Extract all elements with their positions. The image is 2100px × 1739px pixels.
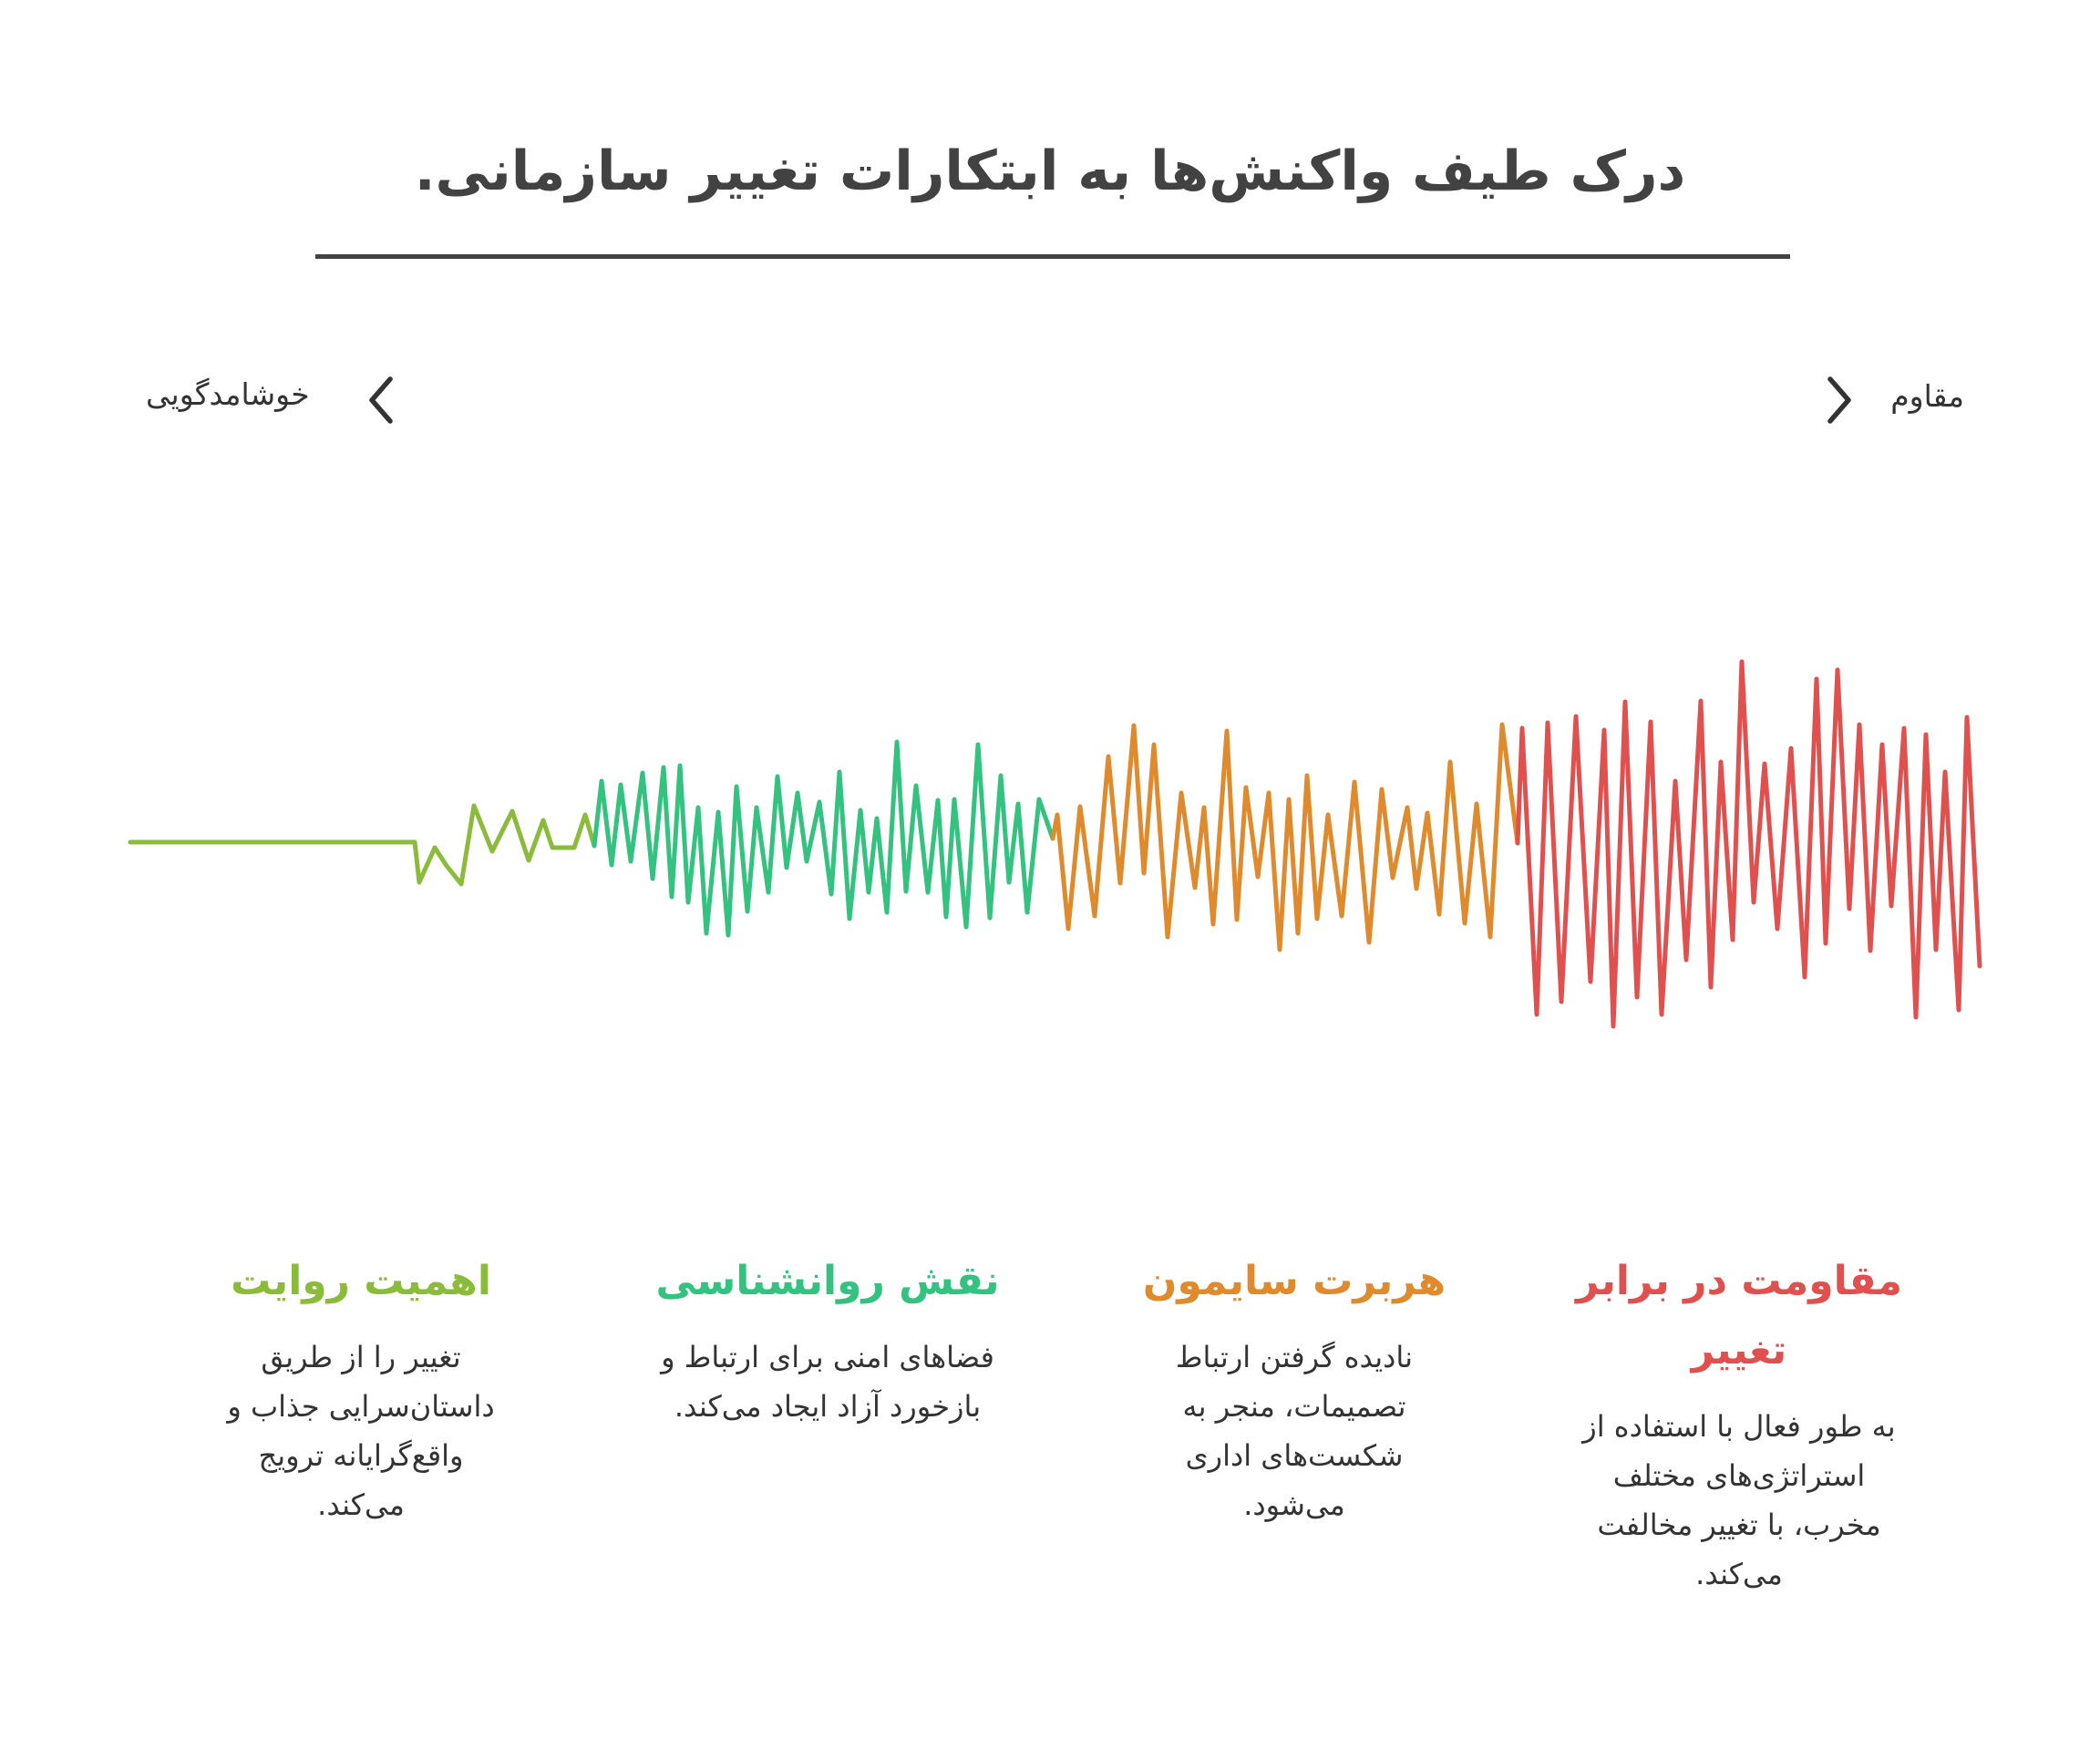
card-psychology: نقش روانشناسی فضاهای امنی برای ارتباط و … bbox=[640, 1247, 1015, 1431]
title-divider bbox=[315, 254, 1790, 259]
wave-segment-simon bbox=[1050, 722, 1520, 952]
wave-segment-resistance bbox=[1515, 659, 1982, 1029]
chevron-left-icon bbox=[369, 376, 393, 424]
card-simon-text: نادیده گرفتن ارتباط تصمیمات، منجر به شکس… bbox=[1175, 1340, 1414, 1522]
card-resistance-text: به طور فعال با استفاده از استراتژی‌های م… bbox=[1582, 1409, 1896, 1591]
card-psychology-text: فضاهای امنی برای ارتباط و بازخورد آزاد ا… bbox=[661, 1340, 994, 1424]
card-simon-title: هربرت سایمون bbox=[1142, 1258, 1446, 1304]
card-resistance: مقاومت در برابر تغییر به طور فعال با است… bbox=[1557, 1247, 1921, 1599]
card-narrative-text: تغییر را از طریق داستان‌سرایی جذاب و واق… bbox=[227, 1340, 495, 1522]
card-psychology-title: نقش روانشناسی bbox=[655, 1258, 1000, 1304]
page-title: درک طیف واکنش‌ها به ابتکارات تغییر سازما… bbox=[414, 139, 1686, 203]
card-simon: هربرت سایمون نادیده گرفتن ارتباط تصمیمات… bbox=[1112, 1247, 1477, 1529]
spectrum-left-label: خوشامدگویی bbox=[146, 376, 310, 412]
wave-segment-psychology bbox=[592, 739, 1055, 938]
chevron-right-icon bbox=[1827, 376, 1851, 424]
card-resistance-title: مقاومت در برابر تغییر bbox=[1575, 1258, 1902, 1374]
wave-segment-narrative bbox=[128, 803, 597, 887]
card-narrative-title: اهمیت روایت bbox=[231, 1258, 491, 1304]
spectrum-right-label: مقاوم bbox=[1890, 378, 1964, 414]
card-narrative: اهمیت روایت تغییر را از طریق داستان‌سرای… bbox=[179, 1247, 543, 1529]
